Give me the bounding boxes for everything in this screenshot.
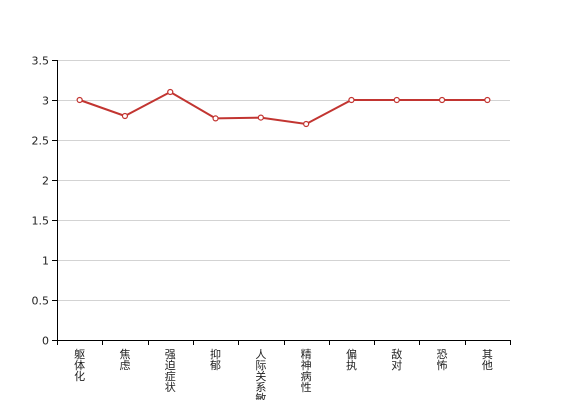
series-layer bbox=[76, 88, 491, 128]
x-tick-label: 抑郁 bbox=[210, 347, 221, 372]
x-tick-label: 其他 bbox=[482, 348, 493, 372]
data-point[interactable] bbox=[484, 96, 491, 104]
y-tick-label: 1.5 bbox=[32, 215, 50, 228]
data-point[interactable] bbox=[257, 114, 264, 121]
data-point[interactable] bbox=[348, 96, 355, 104]
data-point[interactable] bbox=[393, 96, 400, 104]
x-tick-label: 躯体化 bbox=[74, 348, 85, 383]
x-tick-label: 偏执 bbox=[346, 347, 357, 372]
x-tick-label: 精神病性 bbox=[301, 348, 312, 394]
x-tick-label: 焦虑 bbox=[119, 348, 130, 372]
data-point[interactable] bbox=[212, 115, 219, 122]
data-point[interactable] bbox=[76, 96, 83, 104]
y-tick-label: 2.5 bbox=[32, 135, 50, 148]
x-tick-label: 敌对 bbox=[391, 347, 402, 372]
y-tick-label: 2 bbox=[42, 175, 49, 188]
grid-layer bbox=[57, 60, 510, 301]
data-point[interactable] bbox=[303, 120, 310, 128]
series-line bbox=[79, 90, 488, 126]
y-tick-label: 3.5 bbox=[32, 55, 50, 68]
axis-layer: 0 0.5 1 1.5 2 2.5 3 3.5 躯体化 焦虑 强迫症状 抑郁 人际关系敏感 精神病性 偏执 敌… bbox=[32, 55, 511, 400]
y-tick-label: 3 bbox=[42, 95, 49, 108]
x-tick-label: 恐怖 bbox=[437, 348, 448, 372]
y-tick-label: 1 bbox=[42, 255, 49, 268]
data-point[interactable] bbox=[438, 96, 446, 104]
x-tick-label: 强迫症状 bbox=[165, 348, 176, 394]
y-tick-label: 0.5 bbox=[32, 295, 50, 308]
y-tick-label: 0 bbox=[42, 335, 49, 348]
x-tick-label: 人际关系敏感 bbox=[255, 348, 266, 400]
data-point[interactable] bbox=[121, 112, 129, 120]
data-point[interactable] bbox=[167, 88, 174, 96]
